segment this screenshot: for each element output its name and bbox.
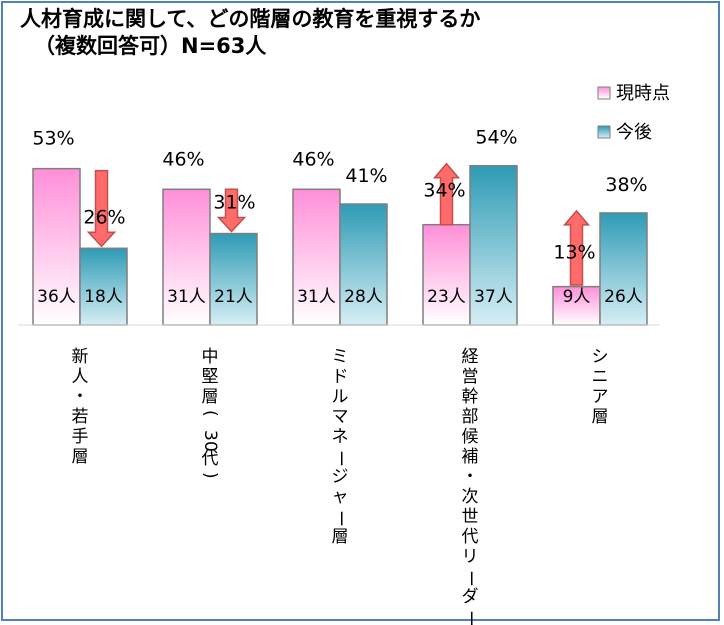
bar-future-3 — [469, 164, 518, 326]
trend-arrow-up-3 — [432, 162, 461, 226]
count-label-future-3: 37人 — [474, 287, 513, 307]
bar-future-2 — [339, 203, 388, 326]
category-label-0: 新人・若手層 — [72, 347, 89, 467]
category-label-2-glyph: ー — [330, 450, 350, 467]
legend-swatch-current — [597, 86, 611, 100]
value-label-current-2: 46% — [292, 148, 334, 170]
category-label-1-glyph: ( — [200, 410, 220, 417]
bar-future-0 — [79, 247, 128, 326]
category-label-1-glyph: 0 — [200, 441, 220, 452]
category-label-2-glyph: ー — [330, 510, 350, 527]
value-label-current-3: 34% — [423, 180, 465, 202]
count-label-future-1: 21人 — [214, 287, 253, 307]
count-label-future-2: 28人 — [344, 287, 383, 307]
category-label-3-glyph: ー — [460, 570, 480, 587]
bar-current-2 — [292, 188, 341, 326]
count-label-future-0: 18人 — [84, 287, 123, 307]
value-label-current-4: 13% — [553, 242, 595, 264]
count-label-current-0: 36人 — [37, 287, 76, 307]
value-label-current-1: 46% — [162, 148, 204, 170]
value-label-current-0: 53% — [32, 128, 74, 150]
value-label-future-2: 41% — [345, 165, 387, 187]
trend-arrow-down-1 — [216, 188, 247, 233]
bar-current-4 — [552, 285, 601, 326]
value-label-future-0: 26% — [83, 206, 125, 228]
chart-subtitle: （複数回答可）N=63人 — [34, 34, 267, 58]
category-label-4: シニア層 — [592, 347, 609, 427]
value-label-future-4: 38% — [605, 174, 647, 196]
bar-future-1 — [209, 232, 258, 326]
category-label-1: 中堅層代 — [202, 347, 219, 469]
bar-current-1 — [162, 188, 211, 326]
chart-title: 人材育成に関して、どの階層の教育を重視するか — [20, 7, 481, 31]
bar-current-0 — [32, 167, 81, 326]
count-label-current-3: 23人 — [427, 287, 466, 307]
count-label-current-2: 31人 — [297, 287, 336, 307]
category-label-1-glyph: ) — [200, 472, 220, 479]
category-label-2: ミドルマネジャ層 — [332, 347, 349, 547]
value-label-future-1: 31% — [213, 192, 255, 214]
bar-current-3 — [422, 223, 471, 326]
category-label-1-glyph: 3 — [200, 430, 220, 441]
category-label-3: 経営幹部候補・次世代リダ — [462, 347, 479, 607]
legend-label-future: 今後 — [616, 122, 652, 143]
count-label-current-1: 31人 — [167, 287, 206, 307]
value-label-future-3: 54% — [475, 127, 517, 149]
legend-swatch-future — [597, 125, 611, 139]
count-label-future-4: 26人 — [604, 287, 643, 307]
trend-arrow-down-0 — [86, 169, 117, 248]
count-label-current-4: 9人 — [563, 287, 591, 307]
trend-arrow-up-4 — [562, 209, 591, 286]
category-label-3-glyph: ー — [460, 610, 480, 625]
legend-label-current: 現時点 — [616, 83, 670, 104]
chart-title-block: 人材育成に関して、どの階層の教育を重視するか （複数回答可）N=63人 — [20, 6, 660, 60]
bar-future-4 — [599, 212, 648, 326]
